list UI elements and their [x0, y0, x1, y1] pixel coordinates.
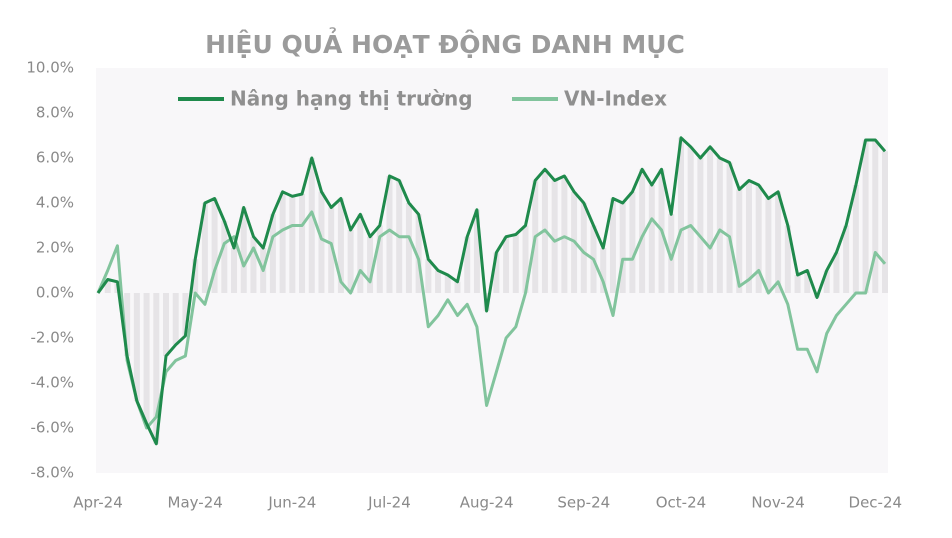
x-tick-label: Apr-24 [73, 494, 123, 512]
bar [308, 158, 315, 293]
y-tick-label: -2.0% [30, 329, 74, 347]
bar [833, 252, 840, 293]
bar [493, 252, 500, 293]
bar [337, 198, 344, 293]
bar [250, 236, 257, 293]
bar [775, 191, 782, 293]
bar [240, 207, 247, 293]
bar [172, 293, 179, 345]
bar [697, 158, 704, 293]
bar [231, 248, 238, 293]
bar [376, 225, 383, 293]
bar [289, 196, 296, 293]
bar [133, 293, 140, 401]
chart-title: HIỆU QUẢ HOẠT ĐỘNG DANH MỤC [205, 26, 685, 59]
bar [580, 203, 587, 293]
y-tick-label: 2.0% [36, 239, 74, 257]
legend-label: VN-Index [564, 87, 667, 111]
bar [736, 189, 743, 293]
bar [201, 203, 208, 293]
bar [182, 293, 189, 336]
bar [707, 146, 714, 293]
bar [367, 236, 374, 293]
bar [872, 140, 879, 293]
bar [269, 214, 276, 293]
bar [823, 270, 830, 293]
bar [444, 275, 451, 293]
y-tick-label: 4.0% [36, 194, 74, 212]
bar [464, 236, 471, 293]
bar [503, 236, 510, 293]
bar [425, 259, 432, 293]
bar [619, 203, 626, 293]
bar [386, 176, 393, 293]
bar [415, 214, 422, 293]
x-tick-label: Oct-24 [656, 494, 706, 512]
bar [687, 146, 694, 293]
bar [192, 259, 199, 293]
bar [221, 221, 228, 293]
bar [726, 162, 733, 293]
bar [609, 198, 616, 293]
legend-label: Nâng hạng thị trường [230, 87, 473, 111]
x-tick-label: Nov-24 [751, 494, 804, 512]
y-tick-label: -6.0% [30, 419, 74, 437]
bar [882, 151, 888, 293]
bar [328, 207, 335, 293]
bar [522, 225, 529, 293]
bar [668, 214, 675, 293]
bar [794, 275, 801, 293]
bar [153, 293, 160, 444]
x-tick-label: May-24 [168, 494, 223, 512]
y-tick-label: -4.0% [30, 374, 74, 392]
bar [843, 225, 850, 293]
bar [211, 198, 218, 293]
x-tick-label: Sep-24 [557, 494, 610, 512]
bar [716, 158, 723, 293]
x-tick-label: Dec-24 [849, 494, 903, 512]
y-tick-label: -8.0% [30, 464, 74, 482]
x-tick-label: Jul-24 [367, 494, 411, 512]
bar [124, 293, 131, 356]
y-tick-label: 0.0% [36, 284, 74, 302]
bar [862, 140, 869, 293]
y-tick-label: 6.0% [36, 149, 74, 167]
bar [648, 185, 655, 293]
bar [600, 248, 607, 293]
bar [454, 281, 461, 293]
bar [677, 137, 684, 293]
bar [299, 194, 306, 293]
bar [852, 185, 859, 293]
bar [561, 176, 568, 293]
bar [279, 191, 286, 293]
bar [745, 180, 752, 293]
x-tick-label: Aug-24 [460, 494, 514, 512]
bar [163, 293, 170, 356]
bar [143, 293, 150, 424]
bar [473, 209, 480, 293]
bar [347, 230, 354, 293]
bar [318, 191, 325, 293]
bar [435, 270, 442, 293]
bar [357, 214, 364, 293]
y-tick-label: 8.0% [36, 104, 74, 122]
bar [639, 169, 646, 293]
x-tick-label: Jun-24 [267, 494, 316, 512]
series-line [96, 136, 887, 446]
bar [804, 270, 811, 293]
bar [512, 234, 519, 293]
bar [755, 185, 762, 293]
bar [405, 203, 412, 293]
y-tick-label: 10.0% [26, 59, 74, 77]
bar [104, 279, 111, 293]
bar [765, 198, 772, 293]
bar [784, 225, 791, 293]
bar [629, 191, 636, 293]
series-line [96, 210, 887, 430]
bar [551, 180, 558, 293]
